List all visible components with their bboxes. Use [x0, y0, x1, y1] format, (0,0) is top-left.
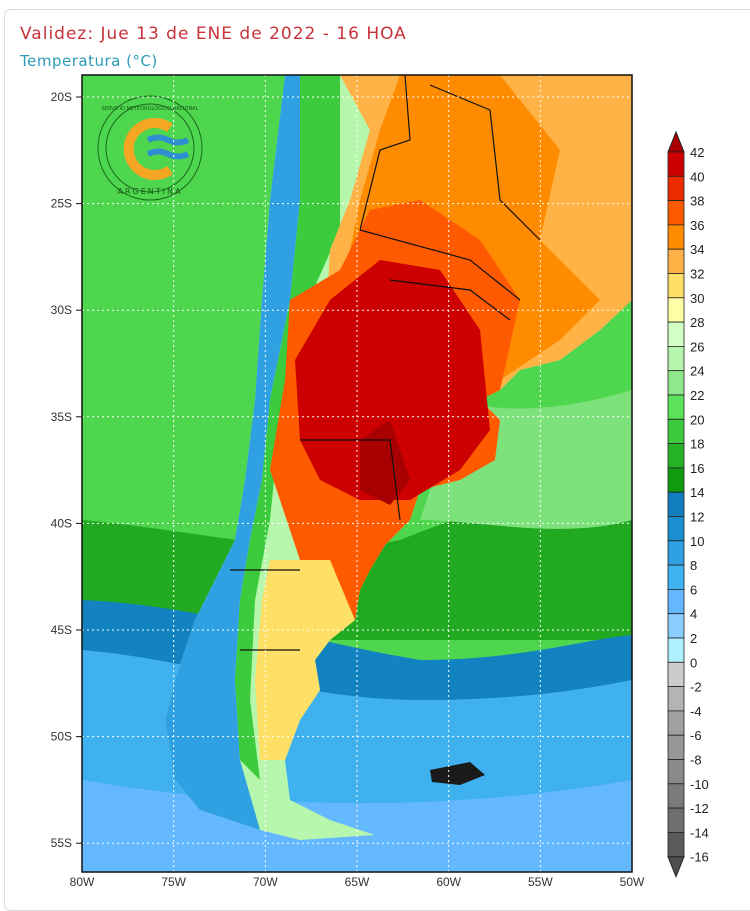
colorbar-label: 16	[690, 461, 704, 476]
colorbar-bin	[667, 467, 685, 493]
validity-title: Validez: Jue 13 de ENE de 2022 - 16 HOA	[20, 24, 407, 44]
colorbar-bin	[667, 321, 685, 347]
colorbar-label: 4	[690, 607, 697, 622]
malvinas-islands	[430, 762, 485, 785]
colorbar-bin	[667, 273, 685, 299]
colorbar-bin	[667, 637, 685, 663]
lon-label: 70W	[253, 875, 278, 886]
colorbar-arrow-top	[667, 130, 685, 153]
colorbar-label: 38	[690, 194, 704, 209]
colorbar-bin	[667, 807, 685, 833]
logo-text-bottom: ARGENTINA	[118, 187, 183, 196]
colorbar-bin	[667, 370, 685, 396]
colorbar-label: 0	[690, 655, 697, 670]
lon-label: 80W	[70, 875, 95, 886]
lon-label: 65W	[345, 875, 370, 886]
colorbar-label: -8	[690, 753, 702, 768]
colorbar-bin	[667, 224, 685, 250]
colorbar-label: 6	[690, 582, 697, 597]
lon-label: 55W	[528, 875, 553, 886]
province-borders	[230, 75, 541, 651]
colorbar-label: -2	[690, 680, 702, 695]
colorbar-label: 18	[690, 437, 704, 452]
latitude-labels: 20S 25S 30S 35S 40S 45S 50S 55S	[51, 90, 82, 850]
colorbar-bin	[667, 345, 685, 372]
colorbar: 424038363432302826242220181614121086420-…	[667, 130, 709, 879]
colorbar-label: 28	[690, 315, 704, 330]
colorbar-bin	[667, 759, 685, 785]
map-frame	[81, 74, 633, 873]
colorbar-arrow-bottom	[667, 856, 685, 879]
lat-label: 20S	[51, 90, 72, 104]
colorbar-bin	[667, 297, 685, 323]
logo-text-top: SERVICIO METEOROLÓGICO NACIONAL	[102, 105, 199, 112]
colorbar-label: 22	[690, 388, 704, 403]
colorbar-label: 8	[690, 558, 697, 573]
logo-ring	[123, 118, 173, 180]
colorbar-bin	[667, 418, 685, 444]
colorbar-label: -14	[690, 825, 709, 840]
colorbar-bin	[667, 443, 685, 469]
colorbar-bin	[667, 248, 685, 274]
smn-logo: SERVICIO METEOROLÓGICO NACIONAL ARGENTIN…	[97, 95, 203, 201]
colorbar-label: 32	[690, 267, 704, 282]
lat-label: 55S	[51, 836, 72, 850]
colorbar-bin	[667, 661, 685, 687]
lon-label: 75W	[161, 875, 186, 886]
colorbar-label: -16	[690, 850, 709, 865]
colorbar-label: 40	[690, 169, 704, 184]
colorbar-label: 42	[690, 145, 704, 160]
colorbar-bin	[667, 491, 685, 517]
longitude-labels: 80W 75W 70W 65W 60W 55W 50W	[70, 875, 645, 886]
colorbar-bin	[667, 686, 685, 712]
colorbar-label: 10	[690, 534, 704, 549]
colorbar-label: 24	[690, 364, 704, 379]
andes-cold	[165, 75, 300, 830]
colorbar-bin	[667, 783, 685, 809]
colorbar-label: 36	[690, 218, 704, 233]
lon-label: 50W	[620, 875, 645, 886]
colorbar-bin	[667, 516, 685, 542]
colorbar-bin	[667, 832, 685, 858]
colorbar-bin	[667, 540, 685, 566]
lon-label: 60W	[436, 875, 461, 886]
colorbar-bin	[667, 734, 685, 760]
colorbar-label: 12	[690, 510, 704, 525]
graticule	[82, 75, 632, 872]
colorbar-label: 34	[690, 242, 704, 257]
lat-label: 25S	[51, 197, 72, 211]
variable-subtitle: Temperatura (°C)	[20, 52, 158, 70]
colorbar-label: -6	[690, 728, 702, 743]
colorbar-label: 30	[690, 291, 704, 306]
temperature-map: SERVICIO METEOROLÓGICO NACIONAL ARGENTIN…	[51, 74, 709, 886]
colorbar-bin	[667, 589, 685, 615]
colorbar-bin	[667, 394, 685, 420]
colorbar-bin	[667, 613, 685, 639]
colorbar-label: 20	[690, 412, 704, 427]
patagonia-warm	[255, 560, 355, 760]
lat-label: 30S	[51, 303, 72, 317]
colorbar-label: 14	[690, 485, 704, 500]
colorbar-label: -12	[690, 801, 709, 816]
lat-label: 50S	[51, 730, 72, 744]
lat-label: 45S	[51, 623, 72, 637]
lat-label: 35S	[51, 410, 72, 424]
hot-core-42	[360, 420, 410, 505]
colorbar-bin	[667, 175, 685, 202]
colorbar-bin	[667, 200, 685, 226]
lat-label: 40S	[51, 516, 72, 530]
colorbar-bin	[667, 151, 685, 177]
colorbar-bin	[667, 710, 685, 736]
logo-waves	[146, 134, 190, 160]
colorbar-label: 2	[690, 631, 697, 646]
colorbar-label: -10	[690, 777, 709, 792]
colorbar-bin	[667, 564, 685, 590]
colorbar-label: -4	[690, 704, 702, 719]
colorbar-label: 26	[690, 339, 704, 354]
andes-foothills	[235, 75, 340, 780]
